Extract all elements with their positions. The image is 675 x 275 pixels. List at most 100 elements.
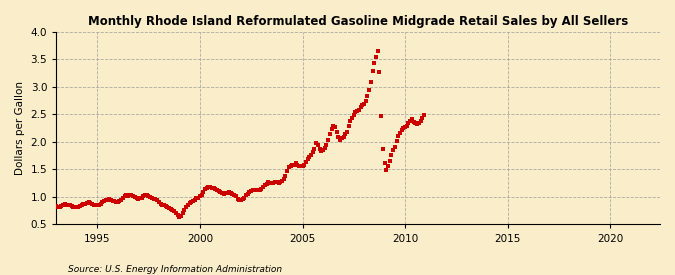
Point: [234, 198, 244, 202]
Point: [288, 162, 299, 167]
Point: [348, 113, 359, 117]
Point: [80, 201, 90, 206]
Point: [273, 180, 284, 185]
Point: [387, 147, 398, 152]
Point: [163, 206, 174, 210]
Point: [306, 152, 317, 157]
Point: [266, 181, 277, 185]
Point: [128, 194, 138, 198]
Point: [307, 150, 318, 155]
Point: [92, 203, 103, 207]
Point: [248, 188, 259, 192]
Point: [336, 136, 347, 140]
Point: [68, 205, 79, 209]
Point: [66, 204, 77, 208]
Point: [249, 188, 260, 192]
Point: [338, 135, 349, 139]
Point: [238, 197, 248, 201]
Point: [225, 191, 236, 195]
Point: [410, 121, 421, 125]
Point: [256, 186, 267, 191]
Point: [357, 103, 368, 107]
Point: [418, 113, 429, 117]
Point: [83, 200, 94, 205]
Point: [115, 197, 126, 202]
Point: [230, 194, 241, 199]
Point: [208, 186, 219, 190]
Point: [109, 199, 119, 204]
Point: [270, 180, 281, 184]
Point: [309, 147, 320, 151]
Point: [340, 132, 351, 136]
Point: [284, 165, 294, 169]
Point: [261, 182, 272, 186]
Point: [150, 197, 161, 201]
Point: [347, 116, 358, 120]
Point: [251, 188, 262, 192]
Point: [358, 102, 369, 106]
Point: [133, 196, 144, 201]
Point: [268, 180, 279, 185]
Point: [393, 134, 404, 138]
Point: [402, 124, 412, 128]
Point: [392, 139, 402, 144]
Point: [75, 204, 86, 208]
Point: [57, 203, 68, 207]
Point: [319, 146, 330, 150]
Point: [323, 138, 333, 142]
Point: [345, 118, 356, 123]
Point: [373, 49, 383, 53]
Point: [141, 193, 152, 197]
Point: [377, 147, 388, 151]
Point: [189, 197, 200, 202]
Point: [61, 203, 72, 207]
Point: [259, 183, 270, 188]
Point: [178, 211, 188, 216]
Point: [275, 180, 286, 184]
Point: [85, 201, 96, 205]
Point: [396, 128, 407, 133]
Point: [172, 213, 183, 217]
Point: [131, 196, 142, 200]
Point: [157, 202, 167, 207]
Point: [210, 186, 221, 191]
Point: [135, 196, 146, 200]
Point: [205, 185, 215, 189]
Point: [229, 192, 240, 197]
Point: [174, 214, 185, 219]
Y-axis label: Dollars per Gallon: Dollars per Gallon: [15, 81, 25, 175]
Point: [329, 125, 340, 129]
Point: [136, 195, 147, 200]
Point: [196, 192, 207, 197]
Point: [398, 125, 409, 130]
Text: Source: U.S. Energy Information Administration: Source: U.S. Energy Information Administ…: [68, 265, 281, 274]
Point: [117, 195, 128, 200]
Point: [242, 191, 253, 196]
Point: [326, 126, 337, 131]
Point: [408, 119, 419, 124]
Point: [386, 153, 397, 157]
Point: [263, 180, 273, 184]
Point: [287, 163, 298, 167]
Point: [280, 173, 291, 178]
Point: [78, 202, 89, 206]
Point: [70, 205, 80, 210]
Point: [400, 125, 410, 129]
Point: [107, 199, 118, 203]
Point: [383, 164, 394, 168]
Point: [325, 132, 335, 136]
Point: [148, 196, 159, 201]
Point: [258, 185, 269, 189]
Point: [90, 203, 101, 207]
Point: [182, 202, 193, 207]
Point: [417, 116, 428, 120]
Point: [169, 209, 180, 213]
Point: [271, 180, 282, 184]
Point: [265, 180, 275, 185]
Point: [200, 187, 211, 191]
Point: [222, 190, 233, 195]
Point: [389, 145, 400, 149]
Point: [99, 199, 109, 203]
Point: [193, 195, 204, 200]
Point: [155, 201, 166, 206]
